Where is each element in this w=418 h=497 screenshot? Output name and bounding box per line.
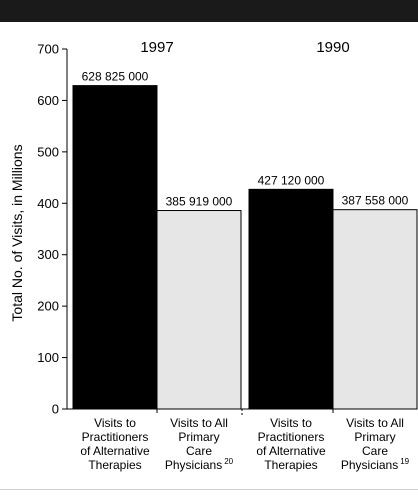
bar-category-label: Visits to Practitioners of Alternative Ther… — [80, 416, 150, 472]
bar — [248, 188, 334, 410]
y-axis-label: Total No. of Visits, in Millions — [9, 144, 25, 321]
bar-value-label: 427 120 000 — [258, 173, 325, 187]
bar-category-label: Visits to All Primary Care Physicians 19 — [341, 416, 410, 472]
group-title: 1990 — [316, 39, 349, 56]
bar — [332, 209, 418, 410]
y-tick-label: 400 — [37, 196, 59, 211]
bar-value-label: 387 558 000 — [342, 194, 409, 208]
y-tick-label: 100 — [37, 350, 59, 365]
bar-value-label: 385 919 000 — [166, 195, 233, 209]
bar — [156, 210, 242, 410]
y-tick-label: 700 — [37, 42, 59, 57]
y-tick-label: 600 — [37, 93, 59, 108]
bar-value-label: 628 825 000 — [82, 70, 149, 84]
bottom-rule — [0, 489, 418, 490]
bar-category-label: Visits to Practitioners of Alternative Ther… — [256, 416, 326, 472]
y-tick-label: 300 — [37, 247, 59, 262]
bar-category-label: Visits to All Primary Care Physicians 20 — [165, 416, 234, 472]
y-tick-label: 0 — [52, 402, 59, 417]
header-band — [0, 0, 418, 22]
group-title: 1997 — [140, 39, 173, 56]
y-tick-label: 200 — [37, 299, 59, 314]
y-tick-label: 500 — [37, 144, 59, 159]
bar — [72, 85, 158, 410]
